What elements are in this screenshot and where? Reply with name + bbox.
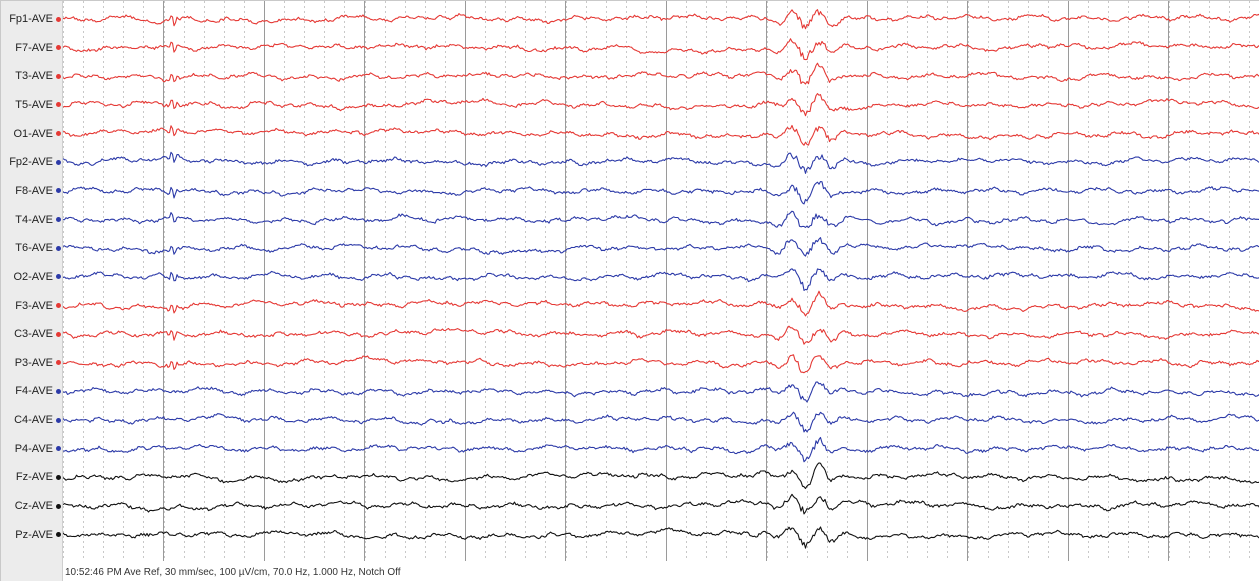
channel-dot-icon bbox=[56, 16, 61, 22]
eeg-trace-o1-ave bbox=[63, 124, 1259, 146]
channel-label-text: O2-AVE bbox=[13, 270, 53, 283]
channel-dot-icon bbox=[56, 331, 61, 337]
channel-dot-icon bbox=[56, 131, 61, 137]
channel-dot-icon bbox=[56, 417, 61, 423]
channel-label-text: F4-AVE bbox=[15, 385, 53, 398]
channel-label-column: Fp1-AVE F7-AVE T3-AVE T5-AVE O1-AVE Fp2-AVE F8… bbox=[1, 1, 63, 581]
channel-label-text: Fz-AVE bbox=[15, 471, 53, 484]
channel-label-text: F3-AVE bbox=[15, 299, 53, 312]
eeg-trace-o2-ave bbox=[63, 268, 1259, 291]
channel-label[interactable]: T6-AVE bbox=[1, 240, 63, 256]
eeg-traces-svg bbox=[63, 1, 1259, 561]
channel-label-text: T5-AVE bbox=[15, 98, 53, 111]
eeg-trace-cz-ave bbox=[63, 493, 1259, 515]
channel-dot-icon bbox=[56, 532, 61, 538]
channel-dot-icon bbox=[56, 274, 61, 280]
montage-status-text: 10:52:46 PM Ave Ref, 30 mm/sec, 100 µV/c… bbox=[65, 567, 401, 578]
channel-dot-icon bbox=[56, 159, 61, 165]
channel-label[interactable]: T5-AVE bbox=[1, 97, 63, 113]
channel-label-text: Cz-AVE bbox=[14, 500, 53, 513]
channel-dot-icon bbox=[56, 474, 61, 480]
channel-label[interactable]: F3-AVE bbox=[1, 298, 63, 314]
channel-label-text: T3-AVE bbox=[15, 70, 53, 83]
channel-label-text: T6-AVE bbox=[15, 242, 53, 255]
channel-label-text: P3-AVE bbox=[14, 356, 53, 369]
eeg-trace-fz-ave bbox=[63, 462, 1259, 490]
eeg-trace-pz-ave bbox=[63, 526, 1259, 549]
eeg-trace-c4-ave bbox=[63, 411, 1259, 433]
eeg-trace-c3-ave bbox=[63, 325, 1259, 345]
channel-label[interactable]: Pz-AVE bbox=[1, 527, 63, 543]
channel-dot-icon bbox=[56, 245, 61, 251]
eeg-trace-p4-ave bbox=[63, 436, 1259, 463]
eeg-trace-f4-ave bbox=[63, 381, 1259, 403]
eeg-trace-area[interactable] bbox=[63, 1, 1259, 581]
channel-label-text: F7-AVE bbox=[15, 41, 53, 54]
channel-label-text: C4-AVE bbox=[14, 414, 53, 427]
eeg-trace-t6-ave bbox=[63, 237, 1259, 257]
eeg-trace-t5-ave bbox=[63, 93, 1259, 117]
channel-dot-icon bbox=[56, 217, 61, 223]
eeg-trace-p3-ave bbox=[63, 354, 1259, 374]
channel-dot-icon bbox=[56, 73, 61, 79]
eeg-trace-fp1-ave bbox=[63, 9, 1259, 30]
channel-label[interactable]: Cz-AVE bbox=[1, 498, 63, 514]
channel-label[interactable]: F7-AVE bbox=[1, 40, 63, 56]
channel-dot-icon bbox=[56, 102, 61, 108]
channel-label[interactable]: F4-AVE bbox=[1, 383, 63, 399]
channel-label[interactable]: T3-AVE bbox=[1, 68, 63, 84]
channel-label[interactable]: P4-AVE bbox=[1, 441, 63, 457]
eeg-trace-f7-ave bbox=[63, 38, 1259, 61]
channel-dot-icon bbox=[56, 446, 61, 452]
channel-dot-icon bbox=[56, 303, 61, 308]
eeg-trace-f8-ave bbox=[63, 180, 1259, 205]
channel-label-text: Pz-AVE bbox=[15, 528, 53, 541]
channel-dot-icon bbox=[56, 360, 61, 366]
channel-dot-icon bbox=[56, 503, 61, 509]
channel-label[interactable]: Fz-AVE bbox=[1, 469, 63, 485]
channel-label-text: F8-AVE bbox=[15, 184, 53, 197]
eeg-trace-t4-ave bbox=[63, 210, 1259, 229]
channel-label[interactable]: Fp2-AVE bbox=[1, 154, 63, 170]
channel-label[interactable]: T4-AVE bbox=[1, 212, 63, 228]
channel-dot-icon bbox=[56, 188, 61, 194]
channel-label[interactable]: Fp1-AVE bbox=[1, 11, 63, 27]
channel-label[interactable]: C3-AVE bbox=[1, 326, 63, 342]
channel-label-text: C3-AVE bbox=[14, 328, 53, 341]
channel-label-text: P4-AVE bbox=[14, 442, 53, 455]
channel-label[interactable]: C4-AVE bbox=[1, 412, 63, 428]
eeg-trace-fp2-ave bbox=[63, 151, 1259, 174]
channel-label[interactable]: P3-AVE bbox=[1, 355, 63, 371]
channel-dot-icon bbox=[56, 388, 61, 394]
channel-label[interactable]: O1-AVE bbox=[1, 126, 63, 142]
channel-dot-icon bbox=[56, 45, 61, 51]
eeg-trace-t3-ave bbox=[63, 62, 1259, 85]
channel-label-text: Fp2-AVE bbox=[9, 156, 53, 169]
channel-label-text: Fp1-AVE bbox=[9, 13, 53, 25]
channel-label[interactable]: O2-AVE bbox=[1, 269, 63, 285]
eeg-trace-f3-ave bbox=[63, 290, 1259, 317]
channel-label-text: O1-AVE bbox=[13, 127, 53, 140]
channel-label[interactable]: F8-AVE bbox=[1, 183, 63, 199]
channel-label-text: T4-AVE bbox=[15, 213, 53, 226]
